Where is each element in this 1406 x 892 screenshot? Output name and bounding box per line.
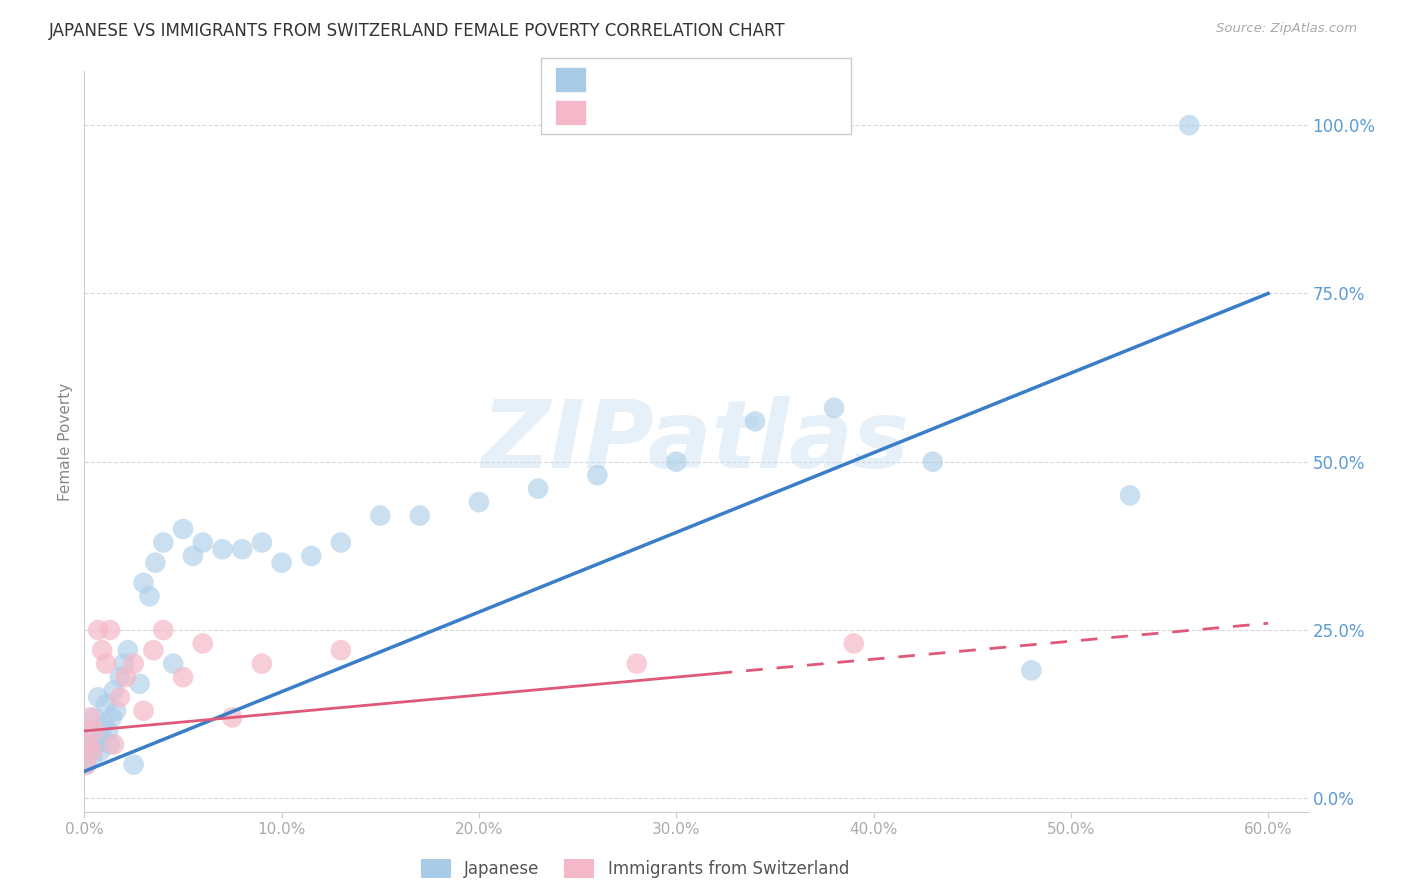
Point bbox=[82, 744, 104, 758]
Point bbox=[79, 723, 101, 738]
Point bbox=[921, 455, 943, 469]
Text: R = 0.154   N = 23: R = 0.154 N = 23 bbox=[600, 103, 770, 120]
Text: ZIPatlas: ZIPatlas bbox=[482, 395, 910, 488]
Point bbox=[77, 738, 100, 752]
Point bbox=[270, 556, 292, 570]
Point bbox=[665, 455, 688, 469]
Point bbox=[527, 482, 550, 496]
Point bbox=[101, 710, 124, 724]
Point bbox=[626, 657, 648, 671]
Point bbox=[75, 757, 97, 772]
Point bbox=[329, 643, 352, 657]
Point bbox=[91, 731, 114, 745]
Point bbox=[89, 744, 111, 758]
Text: Source: ZipAtlas.com: Source: ZipAtlas.com bbox=[1216, 22, 1357, 36]
Point bbox=[329, 535, 352, 549]
Point bbox=[299, 549, 322, 563]
Point bbox=[87, 690, 110, 705]
Point bbox=[181, 549, 204, 563]
Point bbox=[83, 723, 105, 738]
Point bbox=[97, 723, 120, 738]
Point bbox=[823, 401, 845, 415]
Legend: Japanese, Immigrants from Switzerland: Japanese, Immigrants from Switzerland bbox=[413, 853, 856, 885]
Point bbox=[122, 657, 145, 671]
Point bbox=[114, 670, 136, 684]
Point bbox=[103, 683, 125, 698]
Point bbox=[221, 710, 243, 724]
Y-axis label: Female Poverty: Female Poverty bbox=[58, 383, 73, 500]
Point bbox=[1021, 664, 1043, 678]
Text: JAPANESE VS IMMIGRANTS FROM SWITZERLAND FEMALE POVERTY CORRELATION CHART: JAPANESE VS IMMIGRANTS FROM SWITZERLAND … bbox=[49, 22, 786, 40]
Point bbox=[191, 636, 214, 650]
Point bbox=[1119, 488, 1142, 502]
Point bbox=[250, 657, 273, 671]
Point bbox=[744, 414, 766, 428]
Point bbox=[91, 643, 114, 657]
Point bbox=[152, 623, 174, 637]
Point bbox=[172, 522, 194, 536]
Point bbox=[122, 757, 145, 772]
Point bbox=[152, 535, 174, 549]
Point bbox=[162, 657, 184, 671]
Point bbox=[94, 657, 117, 671]
Point bbox=[211, 542, 233, 557]
Point bbox=[191, 535, 214, 549]
Point bbox=[79, 710, 101, 724]
Point bbox=[87, 623, 110, 637]
Point bbox=[368, 508, 391, 523]
Point bbox=[231, 542, 253, 557]
Point bbox=[842, 636, 865, 650]
Point bbox=[409, 508, 432, 523]
Point bbox=[1178, 118, 1201, 132]
Point bbox=[108, 670, 131, 684]
Point bbox=[112, 657, 135, 671]
Point bbox=[250, 535, 273, 549]
Point bbox=[138, 590, 160, 604]
Point bbox=[93, 717, 115, 731]
Point bbox=[84, 738, 107, 752]
Point bbox=[108, 690, 131, 705]
Point bbox=[142, 643, 165, 657]
Point bbox=[94, 697, 117, 711]
Point bbox=[98, 738, 121, 752]
Text: R = 0.648   N = 47: R = 0.648 N = 47 bbox=[600, 67, 770, 85]
Point bbox=[468, 495, 491, 509]
Point bbox=[172, 670, 194, 684]
Point bbox=[132, 575, 155, 590]
Point bbox=[145, 556, 167, 570]
Point bbox=[586, 468, 609, 483]
Point bbox=[83, 710, 105, 724]
Point bbox=[103, 738, 125, 752]
Point bbox=[82, 751, 104, 765]
Point bbox=[132, 704, 155, 718]
Point bbox=[117, 643, 139, 657]
Point bbox=[75, 757, 97, 772]
Point bbox=[128, 677, 150, 691]
Point bbox=[98, 623, 121, 637]
Point bbox=[104, 704, 127, 718]
Point bbox=[77, 738, 100, 752]
